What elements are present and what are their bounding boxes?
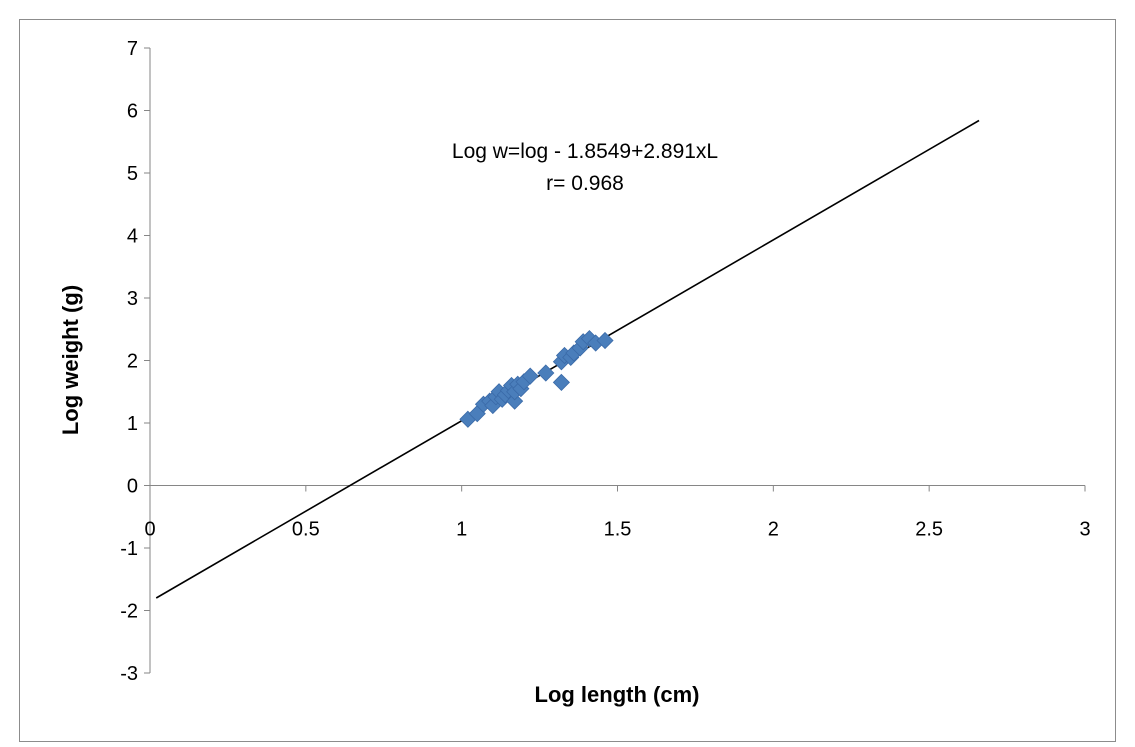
y-tick-label: 6	[127, 101, 138, 123]
y-tick-label: 3	[127, 288, 138, 310]
y-axis-title: Log weight (g)	[58, 285, 83, 435]
x-tick-label: 1	[456, 519, 467, 541]
y-tick-label: 2	[127, 351, 138, 373]
data-points	[459, 330, 614, 428]
data-point	[596, 331, 614, 350]
axes	[144, 47, 1086, 674]
data-point	[552, 373, 570, 391]
x-tick-label: 0	[144, 519, 155, 541]
data-point	[506, 392, 524, 410]
y-tick-label: -1	[120, 538, 138, 560]
tick-labels: 7 6 5 4 3 2 1 0 -1 -2 -3 0 0.5 1 1.5 2 2.5 3	[120, 38, 1090, 685]
x-axis-title: Log length (cm)	[535, 682, 700, 707]
equation-annotation: Log w=log - 1.8549+2.891xL	[452, 140, 718, 163]
y-tick-label: 0	[127, 476, 138, 498]
data-point	[537, 364, 555, 382]
r-value-annotation: r= 0.968	[546, 172, 624, 195]
x-tick-label: 2.5	[915, 519, 943, 541]
data-point	[521, 367, 539, 385]
y-tick-label: -2	[120, 601, 138, 623]
y-tick-label: -3	[120, 663, 138, 685]
x-tick-label: 1.5	[604, 519, 632, 541]
y-tick-label: 1	[127, 413, 138, 435]
x-tick-label: 0.5	[292, 519, 320, 541]
y-tick-label: 5	[127, 163, 138, 185]
x-tick-label: 3	[1079, 519, 1090, 541]
y-tick-label: 7	[127, 38, 138, 60]
y-tick-label: 4	[127, 226, 138, 248]
x-tick-label: 2	[768, 519, 779, 541]
